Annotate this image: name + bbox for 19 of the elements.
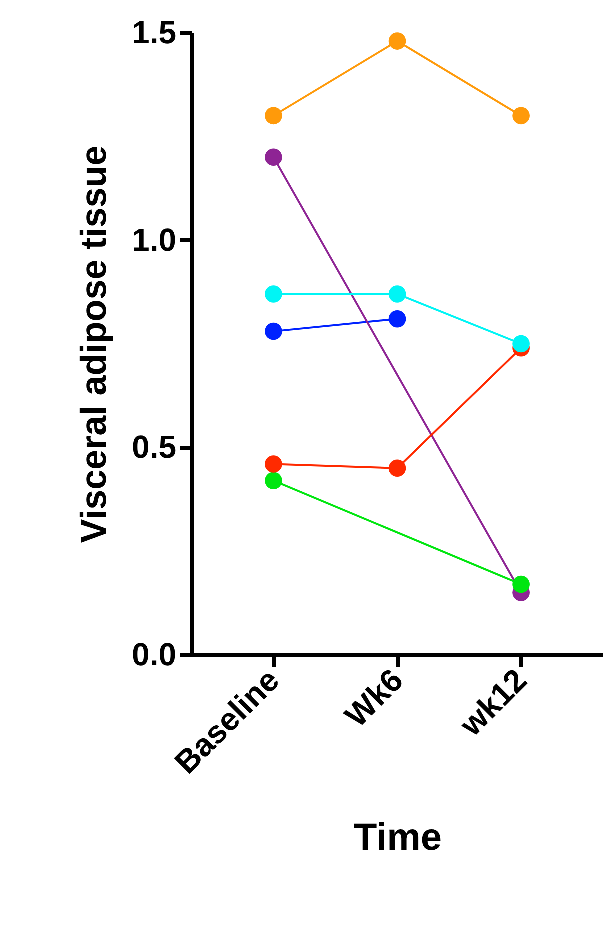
- point: [265, 107, 282, 125]
- point: [388, 310, 406, 328]
- y-tick-label: 1.5: [132, 14, 176, 50]
- y-tick-label: 0.0: [132, 636, 176, 672]
- y-tick-label: 1.0: [132, 222, 176, 258]
- point: [512, 576, 530, 594]
- y-tick-label: 0.5: [132, 429, 176, 466]
- point: [388, 460, 406, 478]
- point: [512, 335, 530, 353]
- point: [265, 456, 282, 473]
- point: [388, 286, 406, 303]
- point: [265, 322, 282, 340]
- point: [265, 148, 282, 166]
- point: [265, 286, 282, 303]
- point: [265, 472, 282, 490]
- point: [388, 32, 406, 50]
- point: [512, 107, 530, 125]
- x-axis-title: Time: [354, 816, 442, 859]
- y-axis-title: Visceral adipose tissue: [73, 146, 114, 544]
